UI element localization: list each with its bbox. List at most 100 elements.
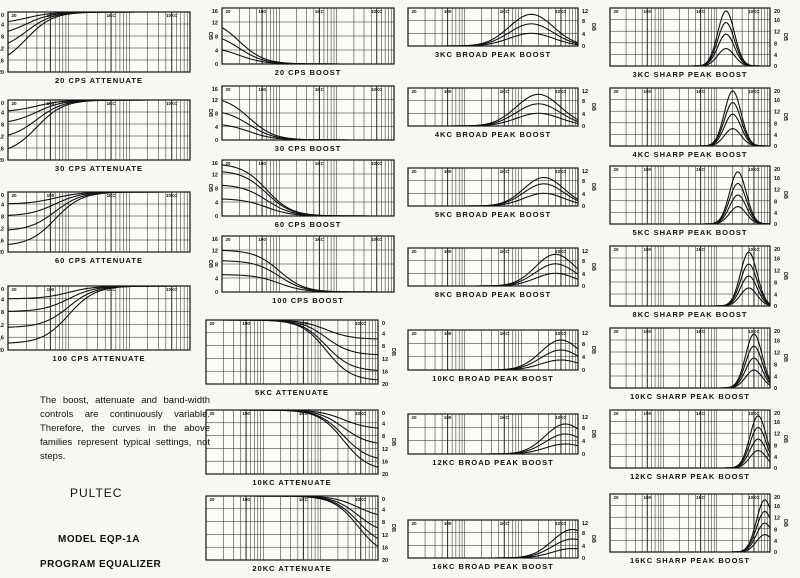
x-tick-label: 100 <box>644 411 652 416</box>
y-tick-label: 0 <box>215 290 218 296</box>
y-tick-label: 0 <box>1 13 4 19</box>
plot-frame <box>609 409 771 469</box>
x-tick-label: 1KC <box>500 331 510 336</box>
response-curve <box>408 528 579 559</box>
y-tick-label: 4 <box>1 23 5 29</box>
x-tick-label: 1KC <box>696 329 706 334</box>
x-tick-label: 100 <box>644 495 652 500</box>
eq-chart-panel: 20 16 12 8 4 0 DB 20 100 1KC 10KC 8KC SHARP PEAK BO… <box>609 245 788 322</box>
response-curve <box>221 27 394 65</box>
y-tick-label: 4 <box>582 544 586 550</box>
response-curve <box>408 93 579 127</box>
y-tick-label: 0 <box>582 124 585 130</box>
y-tick-label: 0 <box>582 556 585 562</box>
x-tick-label: 10KC <box>555 9 567 14</box>
eq-chart-plot: 12 8 4 0 DB 20 100 1KC 10KC <box>407 87 596 130</box>
response-curve <box>610 333 771 389</box>
y-axis-label: DB <box>590 263 596 271</box>
chart-title: 10KC ATTENUATE <box>252 478 332 487</box>
x-tick-label: 20 <box>209 321 215 326</box>
x-tick-label: 10KC <box>371 87 383 92</box>
eq-chart-panel: 0 4 8 12 16 20 DB 20 100 1KC 10KC 10KC ATTENUATE <box>205 409 396 490</box>
response-curve <box>7 285 190 344</box>
x-tick-label: 1KC <box>500 521 510 526</box>
y-tick-label: 4 <box>582 439 586 445</box>
x-tick-label: 1KC <box>315 237 325 242</box>
y-axis-label: DB <box>390 438 396 446</box>
response-curve <box>7 191 190 246</box>
response-curve <box>610 171 771 225</box>
x-tick-label: 10KC <box>166 13 178 18</box>
y-tick-label: 16 <box>774 504 780 510</box>
y-tick-label: 12 <box>774 351 780 357</box>
x-tick-label: 1KC <box>696 9 706 14</box>
eq-chart-plot: 12 8 4 0 DB 20 100 1KC 10KC <box>407 167 596 210</box>
eq-chart-panel: 16 12 8 4 0 DB 20 100 1KC 10KC 30 CPS BOOST <box>207 85 395 156</box>
eq-chart-panel: 0 4 8 12 16 20 DB 20 100 1KC 10KC 5KC ATTENUATE <box>205 319 396 400</box>
x-tick-label: 10KC <box>555 521 567 526</box>
y-tick-label: 20 <box>0 158 4 164</box>
y-tick-label: 12 <box>212 249 218 255</box>
y-tick-label: 12 <box>212 173 218 179</box>
y-tick-label: 0 <box>215 138 218 144</box>
y-tick-label: 0 <box>215 62 218 68</box>
x-tick-label: 10KC <box>355 321 367 326</box>
x-tick-label: 100 <box>444 249 452 254</box>
eq-chart-panel: 12 8 4 0 DB 20 100 1KC 10KC 16KC BROAD PEAK BOOST <box>407 519 596 574</box>
eq-chart-plot: 12 8 4 0 DB 20 100 1KC 10KC <box>407 247 596 290</box>
y-tick-label: 16 <box>774 98 780 104</box>
y-tick-label: 16 <box>212 161 218 167</box>
y-tick-label: 0 <box>582 204 585 210</box>
y-tick-label: 8 <box>1 123 4 129</box>
y-tick-label: 0 <box>582 284 585 290</box>
y-tick-label: 0 <box>1 287 4 293</box>
y-tick-label: 4 <box>1 203 5 209</box>
y-tick-label: 8 <box>215 112 218 118</box>
response-curve <box>610 499 771 553</box>
y-tick-label: 0 <box>774 466 777 472</box>
y-tick-label: 0 <box>774 304 777 310</box>
plot-frame <box>7 99 191 161</box>
eq-chart-panel: 20 16 12 8 4 0 DB 20 100 1KC 10KC 16KC SHARP PEAK B… <box>609 493 788 568</box>
y-tick-label: 4 <box>215 49 219 55</box>
x-tick-label: 1KC <box>315 161 325 166</box>
x-tick-label: 10KC <box>748 329 760 334</box>
x-tick-label: 100 <box>242 497 250 502</box>
eq-chart-panel: 20 16 12 8 4 0 DB 20 100 1KC 10KC 3KC SHARP PEAK BO… <box>609 7 788 82</box>
y-tick-label: 12 <box>774 110 780 116</box>
y-axis-label: DB <box>590 23 596 31</box>
y-tick-label: 20 <box>774 329 780 335</box>
y-tick-label: 12 <box>774 432 780 438</box>
chart-title: 20 CPS BOOST <box>274 68 342 77</box>
x-tick-label: 10KC <box>555 331 567 336</box>
x-tick-label: 20 <box>613 9 619 14</box>
y-tick-label: 12 <box>0 47 4 53</box>
y-axis-label: DB <box>390 348 396 356</box>
y-tick-label: 12 <box>0 323 4 329</box>
x-tick-label: 100 <box>444 331 452 336</box>
x-tick-label: 20 <box>411 331 417 336</box>
y-tick-label: 4 <box>774 211 778 217</box>
y-tick-label: 0 <box>382 411 385 417</box>
plot-frame <box>7 191 191 253</box>
y-tick-label: 20 <box>382 382 388 388</box>
x-tick-label: 100 <box>644 247 652 252</box>
y-tick-label: 12 <box>582 9 588 15</box>
eq-chart-plot: 16 12 8 4 0 DB 20 100 1KC 10KC <box>207 159 395 220</box>
x-tick-label: 100 <box>258 87 266 92</box>
eq-chart-plot: 12 8 4 0 DB 20 100 1KC 10KC <box>407 519 596 562</box>
eq-chart-panel: 16 12 8 4 0 DB 20 100 1KC 10KC 60 CPS BOOST <box>207 159 395 232</box>
chart-title: 60 CPS ATTENUATE <box>55 256 143 265</box>
y-axis-label: DB <box>207 32 213 40</box>
plot-frame <box>407 519 579 559</box>
eq-chart-plot: 16 12 8 4 0 DB 20 100 1KC 10KC <box>207 7 395 68</box>
y-tick-label: 12 <box>212 98 218 104</box>
y-tick-label: 0 <box>382 321 385 327</box>
eq-chart-panel: 12 8 4 0 DB 20 100 1KC 10KC 5KC BROAD PEAK BOOST <box>407 167 596 222</box>
x-tick-label: 1KC <box>299 497 309 502</box>
y-tick-label: 4 <box>774 53 778 59</box>
x-tick-label: 100 <box>444 521 452 526</box>
y-tick-label: 20 <box>774 247 780 253</box>
